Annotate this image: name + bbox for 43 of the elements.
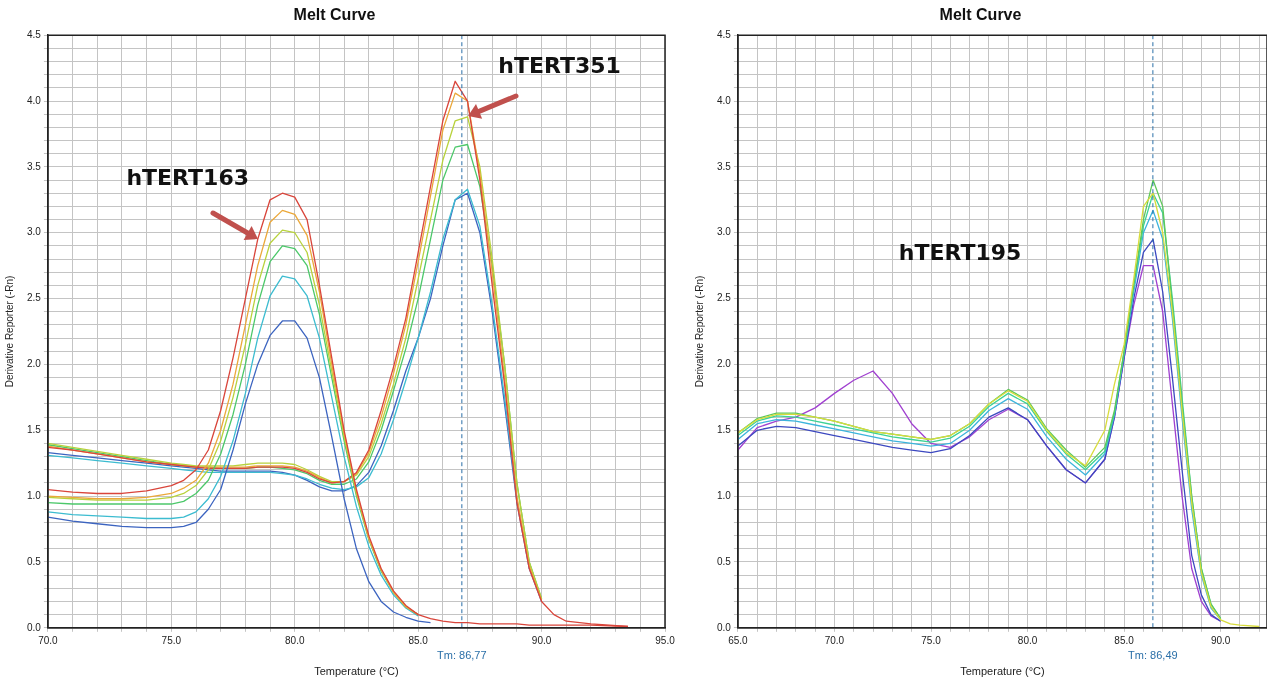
y-tick-label: 2.0 <box>717 358 732 370</box>
x-axis-title: Temperature (°C) <box>960 665 1045 678</box>
chart-title: Melt Curve <box>293 6 376 24</box>
y-tick-label: 3.5 <box>717 160 732 172</box>
y-tick-label: 0.5 <box>717 555 732 567</box>
annotation: hTERT195 <box>898 240 1022 266</box>
x-tick-label: 90.0 <box>1210 634 1231 646</box>
y-tick-label: 4.0 <box>717 94 732 106</box>
y-tick-label: 2.0 <box>27 358 42 370</box>
x-tick-label: 75.0 <box>921 634 942 646</box>
x-tick-label: 85.0 <box>1114 634 1135 646</box>
x-tick-label: 80.0 <box>1017 634 1038 646</box>
y-tick-label: 3.0 <box>27 226 42 238</box>
y-tick-label: 1.5 <box>27 424 42 436</box>
x-tick-label: 90.0 <box>531 634 552 646</box>
ref-line-label: Tm: 86,77 <box>437 648 487 661</box>
y-tick-label: 3.0 <box>717 226 732 238</box>
x-tick-label: 65.0 <box>728 634 749 646</box>
y-tick-label: 0.0 <box>717 621 732 633</box>
y-tick-label: 1.0 <box>27 489 42 501</box>
x-tick-label: 80.0 <box>285 634 305 646</box>
y-axis-title: Derivative Reporter (-Rn) <box>693 275 705 388</box>
y-tick-label: 1.5 <box>717 424 732 436</box>
ref-line-label: Tm: 86,49 <box>1128 648 1178 661</box>
y-tick-label: 0.0 <box>27 621 42 633</box>
x-tick-label: 70.0 <box>38 634 59 646</box>
x-tick-label: 95.0 <box>655 634 676 646</box>
y-tick-label: 4.5 <box>717 28 732 40</box>
y-tick-label: 0.5 <box>27 555 42 567</box>
x-axis-title: Temperature (°C) <box>314 665 399 678</box>
y-tick-label: 1.0 <box>717 489 732 501</box>
annotation: hTERT351 <box>498 53 621 79</box>
x-tick-label: 70.0 <box>824 634 845 646</box>
y-tick-label: 2.5 <box>717 292 732 304</box>
annotation: hTERT163 <box>126 165 250 191</box>
y-tick-label: 3.5 <box>27 160 42 172</box>
chart-title: Melt Curve <box>939 6 1022 24</box>
x-tick-label: 75.0 <box>161 634 182 646</box>
y-tick-label: 2.5 <box>27 292 42 304</box>
y-tick-label: 4.5 <box>27 28 42 40</box>
y-tick-label: 4.0 <box>27 94 42 106</box>
y-axis-title: Derivative Reporter (-Rn) <box>3 275 15 388</box>
x-tick-label: 85.0 <box>408 634 429 646</box>
